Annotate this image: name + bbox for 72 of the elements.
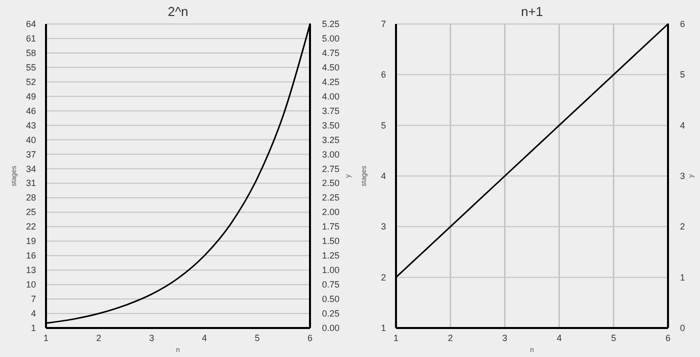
y-tick-label: 61 xyxy=(26,33,36,44)
y2-tick-label: 1 xyxy=(680,272,686,282)
y2-tick-label: 6 xyxy=(680,19,686,29)
y-tick-label: 28 xyxy=(26,192,36,203)
y2-tick-label: 4.25 xyxy=(322,76,340,87)
y-tick-label: 7 xyxy=(30,294,36,304)
y2-tick-label: 0.25 xyxy=(322,308,340,319)
chart-title: 2^n xyxy=(168,4,188,19)
y-tick-label: 43 xyxy=(26,120,36,130)
y-tick-label: 3 xyxy=(380,222,386,232)
y2-tick-label: 1.25 xyxy=(322,250,340,261)
chart-title: n+1 xyxy=(520,4,544,19)
y-tick-label: 10 xyxy=(26,280,36,290)
y-tick-label: 52 xyxy=(26,76,36,87)
y-tick-label: 49 xyxy=(26,91,36,102)
y-tick-label: 31 xyxy=(26,178,36,188)
y2-tick-label: 3.75 xyxy=(322,106,340,116)
y2-tick-label: 1.75 xyxy=(322,222,340,232)
y-tick-label: 40 xyxy=(26,134,36,145)
y-tick-label: 1 xyxy=(30,323,36,333)
y2-tick-label: 4.00 xyxy=(322,91,340,102)
y2-tick-label: 2 xyxy=(680,222,686,232)
x-tick-label: 4 xyxy=(202,333,207,343)
y-tick-label: 34 xyxy=(26,164,36,174)
y2-tick-label: 5.00 xyxy=(322,33,340,44)
y2-tick-label: 5.25 xyxy=(322,19,340,29)
y-tick-label: 55 xyxy=(26,62,36,72)
y2-tick-label: 3.25 xyxy=(322,134,340,145)
y-tick-label: 4 xyxy=(30,308,36,319)
y-tick-label: 16 xyxy=(26,250,36,261)
y-tick-label: 37 xyxy=(26,149,36,160)
y-tick-label: 19 xyxy=(26,236,36,246)
y2-tick-label: 1.00 xyxy=(322,265,340,276)
x-tick-label: 3 xyxy=(149,333,154,343)
y-tick-label: 58 xyxy=(26,48,36,58)
y2-tick-label: 5 xyxy=(680,70,686,80)
y-tick-label: 1 xyxy=(380,323,386,333)
x-tick-label: 3 xyxy=(502,333,508,343)
y2-tick-label: 0.75 xyxy=(322,280,340,290)
y2-tick-label: 4.75 xyxy=(322,48,340,58)
y2-tick-label: 4.50 xyxy=(322,62,340,72)
y2-tick-label: 3.00 xyxy=(322,149,340,160)
y-tick-label: 22 xyxy=(26,222,36,232)
y-tick-label: 4 xyxy=(380,171,386,181)
y-tick-label: 13 xyxy=(26,265,36,276)
y-tick-label: 25 xyxy=(26,207,36,218)
y2-tick-label: 0.50 xyxy=(322,294,340,304)
x-tick-label: 1 xyxy=(43,333,49,343)
x-tick-label: 2 xyxy=(96,333,102,343)
y2-tick-label: 3 xyxy=(680,171,686,181)
y-tick-label: 5 xyxy=(380,120,386,130)
x-tick-label: 4 xyxy=(556,333,562,343)
y2-tick-label: 2.00 xyxy=(322,207,340,218)
y-tick-label: 6 xyxy=(380,70,386,80)
y2-tick-label: 2.25 xyxy=(322,192,340,203)
x-tick-label: 6 xyxy=(307,333,313,343)
x-tick-label: 5 xyxy=(611,333,616,343)
y-tick-label: 2 xyxy=(380,272,386,282)
y2-tick-label: 0 xyxy=(680,323,686,333)
y2-tick-label: 2.50 xyxy=(322,178,340,188)
y2-tick-label: 1.50 xyxy=(322,236,340,246)
y-tick-label: 64 xyxy=(26,19,36,29)
y-tick-label: 7 xyxy=(380,19,386,29)
y-tick-label: 46 xyxy=(26,106,36,116)
x-tick-label: 2 xyxy=(448,333,453,343)
x-tick-label: 1 xyxy=(393,333,399,343)
y2-tick-label: 2.75 xyxy=(322,164,340,174)
x-tick-label: 5 xyxy=(254,333,260,343)
y2-tick-label: 0.00 xyxy=(322,323,340,333)
y2-tick-label: 3.50 xyxy=(322,120,340,130)
x-tick-label: 6 xyxy=(665,333,671,343)
y2-tick-label: 4 xyxy=(680,120,686,130)
